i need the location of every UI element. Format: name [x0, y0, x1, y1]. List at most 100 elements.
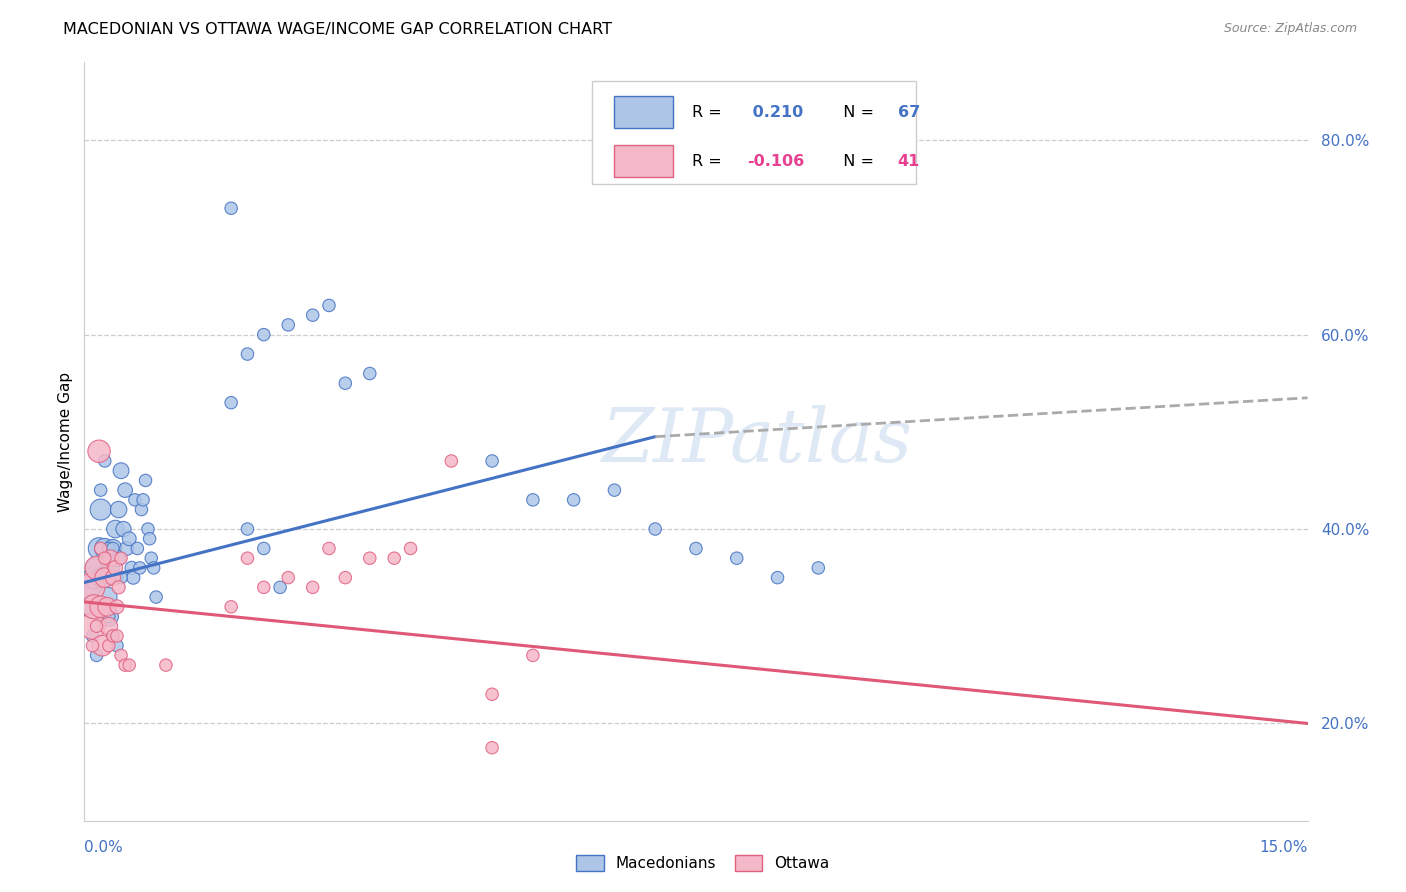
Point [219, 201, 242, 215]
Point [86, 648, 108, 663]
Point [97, 541, 120, 556]
Point [100, 551, 122, 566]
Point [86, 561, 108, 575]
Point [481, 740, 503, 755]
Point [115, 541, 138, 556]
FancyBboxPatch shape [614, 145, 672, 178]
Point [86, 561, 108, 575]
Point [83, 599, 105, 614]
Point [90, 541, 112, 556]
Point [138, 532, 160, 546]
Point [522, 648, 544, 663]
Point [87, 444, 110, 458]
Text: Source: ZipAtlas.com: Source: ZipAtlas.com [1223, 22, 1357, 36]
Point [128, 561, 150, 575]
Point [114, 483, 136, 497]
Point [80, 580, 103, 594]
Point [318, 541, 340, 556]
FancyBboxPatch shape [614, 96, 672, 128]
Point [132, 492, 155, 507]
Point [90, 502, 112, 516]
Text: 15.0%: 15.0% [1260, 839, 1308, 855]
Point [96, 599, 118, 614]
Point [91, 571, 114, 585]
Point [93, 571, 115, 585]
Point [101, 629, 124, 643]
Point [253, 580, 276, 594]
Point [101, 541, 124, 556]
Point [87, 541, 110, 556]
Text: R =: R = [692, 104, 727, 120]
Point [118, 532, 141, 546]
Point [253, 541, 276, 556]
Point [97, 619, 120, 633]
Point [90, 599, 112, 614]
Point [335, 376, 357, 391]
Text: 0.0%: 0.0% [84, 839, 124, 855]
Point [127, 541, 149, 556]
FancyBboxPatch shape [592, 81, 917, 184]
Text: MACEDONIAN VS OTTAWA WAGE/INCOME GAP CORRELATION CHART: MACEDONIAN VS OTTAWA WAGE/INCOME GAP COR… [63, 22, 612, 37]
Point [644, 522, 666, 536]
Point [219, 395, 242, 409]
Point [82, 619, 104, 633]
Point [562, 492, 585, 507]
Point [725, 551, 748, 566]
Point [145, 590, 167, 604]
Point [93, 541, 115, 556]
Point [93, 551, 115, 566]
Point [90, 483, 112, 497]
Point [97, 639, 120, 653]
Text: R =: R = [692, 153, 727, 169]
Point [110, 571, 132, 585]
Point [277, 571, 299, 585]
Point [121, 561, 143, 575]
Text: 67: 67 [898, 104, 920, 120]
Point [236, 522, 259, 536]
Text: -0.106: -0.106 [748, 153, 804, 169]
Point [236, 347, 259, 361]
Text: 41: 41 [898, 153, 920, 169]
Point [101, 541, 124, 556]
Point [90, 571, 112, 585]
Point [335, 571, 357, 585]
Point [100, 561, 122, 575]
Point [136, 522, 159, 536]
Point [359, 551, 381, 566]
Point [301, 580, 323, 594]
Point [93, 571, 115, 585]
Point [105, 639, 128, 653]
Point [440, 454, 463, 468]
Point [382, 551, 405, 566]
Point [807, 561, 830, 575]
Point [104, 561, 127, 575]
Point [122, 571, 145, 585]
Point [114, 658, 136, 673]
Point [107, 502, 129, 516]
Point [101, 629, 124, 643]
Point [105, 599, 128, 614]
Point [124, 492, 146, 507]
Point [86, 619, 108, 633]
Legend: Macedonians, Ottawa: Macedonians, Ottawa [569, 849, 837, 877]
Point [107, 580, 129, 594]
Point [603, 483, 626, 497]
Point [301, 308, 323, 322]
Point [101, 571, 124, 585]
Point [318, 298, 340, 312]
Point [766, 571, 789, 585]
Point [110, 551, 132, 566]
Text: N =: N = [832, 104, 879, 120]
Point [97, 609, 120, 624]
Point [118, 658, 141, 673]
Point [359, 367, 381, 381]
Point [105, 629, 128, 643]
Y-axis label: Wage/Income Gap: Wage/Income Gap [58, 371, 73, 512]
Text: 0.210: 0.210 [748, 104, 804, 120]
Point [481, 687, 503, 701]
Point [135, 474, 157, 488]
Point [277, 318, 299, 332]
Point [105, 551, 128, 566]
Point [253, 327, 276, 342]
Point [82, 599, 104, 614]
